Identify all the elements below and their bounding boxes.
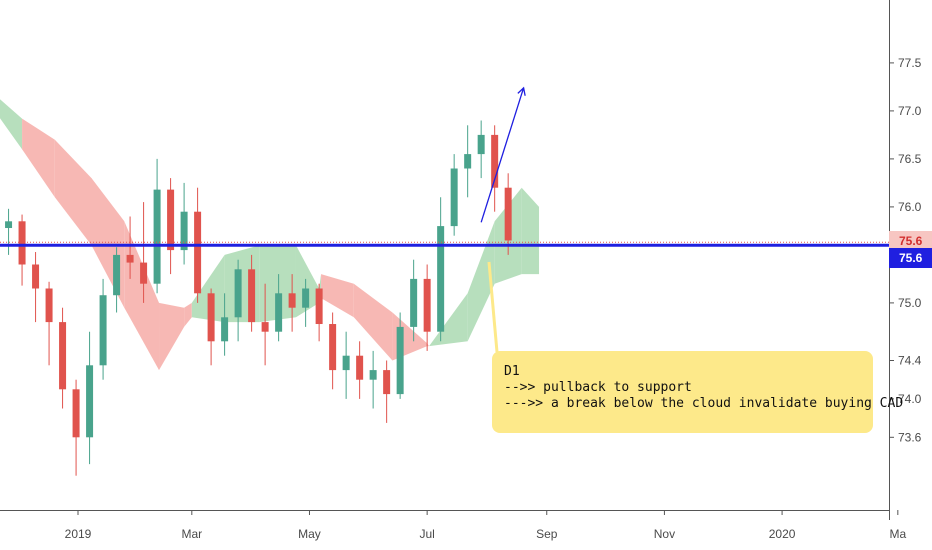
candle-body [140, 262, 148, 284]
cloud-segment [0, 99, 23, 150]
candle-body [59, 322, 67, 390]
candle-body [86, 365, 94, 438]
x-tick-label: Mar [181, 527, 202, 541]
note-timeframe: D1 [504, 364, 520, 379]
cloud-segment [353, 283, 393, 361]
x-tick-label: Nov [654, 527, 675, 541]
candle-body [383, 370, 391, 395]
candle-body [207, 293, 215, 342]
cloud-segment [259, 245, 296, 323]
x-tick-label: May [298, 527, 321, 541]
candle-body [126, 254, 134, 263]
arrow-shaft [480, 87, 525, 223]
note-line-2: --->> a break below the cloud invalidate… [504, 396, 904, 411]
candle-body [302, 288, 310, 308]
current-price-badge: 75.6 [889, 231, 932, 252]
candle-body [410, 278, 418, 327]
candle-body [342, 355, 350, 371]
candle-body [275, 293, 283, 332]
x-tick-label: Jul [419, 527, 434, 541]
y-tick-label: 75.0 [898, 296, 922, 310]
candle-body [32, 264, 40, 289]
candle-body [113, 254, 121, 296]
x-tick-label: Ma [889, 527, 906, 541]
cloud-segment [521, 187, 540, 275]
candle-body [221, 317, 229, 342]
candle-body [288, 293, 296, 308]
support-price-badge: 75.6 [889, 248, 932, 269]
candle-body [99, 295, 107, 366]
candle-body [437, 226, 445, 332]
candle-body [356, 355, 364, 380]
candle-body [248, 269, 256, 323]
y-tick-label: 73.6 [898, 430, 922, 444]
y-tick-label: 76.0 [898, 200, 922, 214]
candle-body [72, 389, 80, 438]
x-tick-label: 2020 [769, 527, 796, 541]
y-tick-label: 74.4 [898, 354, 922, 368]
candle-body [315, 288, 323, 325]
candle-body [423, 278, 431, 332]
candle-body [18, 221, 26, 265]
candle-body [477, 134, 485, 155]
candle-body [45, 288, 53, 323]
ichimoku-cloud [0, 99, 540, 371]
candle-body [329, 324, 337, 371]
candle-body [396, 326, 404, 395]
candle-body [491, 134, 499, 188]
y-tick-label: 74.0 [898, 392, 922, 406]
candle-body [450, 168, 458, 227]
x-tick-label: 2019 [65, 527, 92, 541]
annotation-note[interactable]: D1 -->> pullback to support --->> a brea… [492, 351, 904, 433]
cloud-segment [295, 245, 320, 318]
note-pointer [487, 261, 499, 353]
candlestick-series [5, 120, 512, 476]
cloud-segment [22, 118, 55, 198]
y-tick-label: 76.5 [898, 152, 922, 166]
cloud-segment [191, 254, 225, 323]
arrow-head [517, 86, 526, 96]
y-tick-label: 77.0 [898, 104, 922, 118]
cloud-segment [184, 302, 192, 327]
cloud-segment [159, 302, 185, 371]
candle-body [5, 221, 13, 229]
candle-body [464, 154, 472, 169]
candle-body [234, 269, 242, 318]
x-tick-label: Sep [536, 527, 558, 541]
trend-arrow [480, 86, 526, 223]
candle-body [369, 370, 377, 380]
candle-body [153, 189, 161, 284]
y-tick-label: 77.5 [898, 56, 922, 70]
candle-body [504, 187, 512, 241]
candle-body [180, 211, 188, 251]
candle-body [167, 189, 175, 251]
candle-body [261, 322, 269, 332]
candle-body [194, 211, 202, 294]
time-axis[interactable]: 2019 Mar May Jul Sep Nov 2020 Ma [65, 510, 907, 541]
cloud-segment [321, 274, 354, 318]
cloud-segment [54, 139, 92, 246]
cloud-segment [429, 293, 468, 347]
cloud-segment [467, 221, 495, 342]
note-line-1: -->> pullback to support [504, 380, 692, 395]
